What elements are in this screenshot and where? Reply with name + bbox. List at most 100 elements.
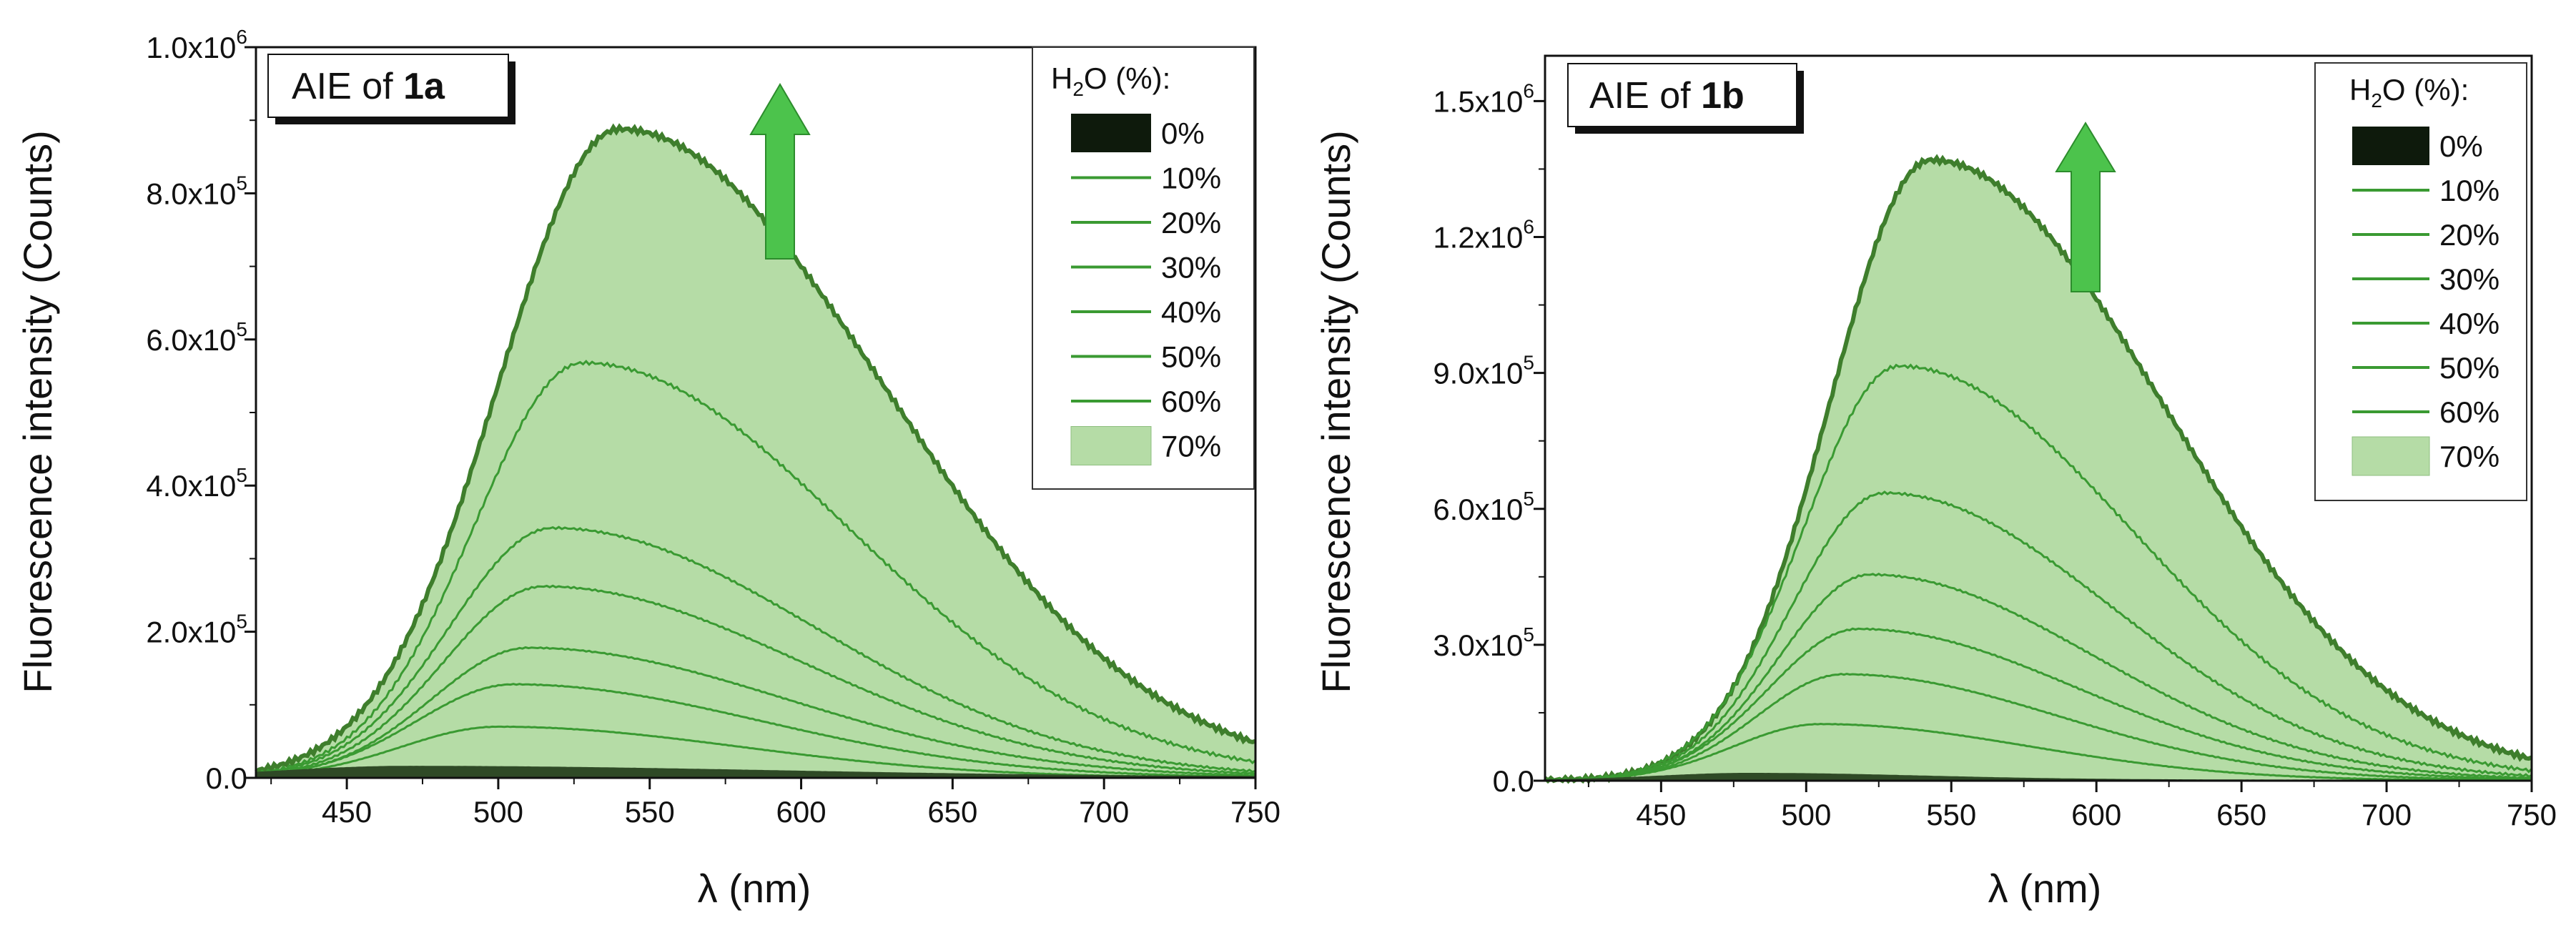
legend-label: 20%: [2439, 218, 2499, 252]
title-box: AIE of 1b: [1567, 63, 1804, 134]
y-tick-label: 2.0x105: [146, 611, 247, 649]
y-tick-label: 0.0: [1493, 764, 1534, 798]
legend-item: 70%: [1070, 426, 1221, 465]
legend: H2O (%): 0% 10% 20% 30% 40% 50% 60% 70%: [2314, 62, 2527, 501]
y-tick-label: 4.0x105: [146, 464, 247, 503]
y-tick-label: 1.0x106: [146, 26, 247, 64]
series-line-30: [1544, 627, 2532, 782]
x-tick-label: 700: [1079, 795, 1129, 829]
y-axis-label: Fluorescence intensity (Counts): [15, 130, 60, 693]
x-tick-label: 750: [1230, 795, 1280, 829]
x-axis-label: λ (nm): [698, 866, 811, 911]
series-line-50: [255, 525, 1256, 776]
axes-ticks: 450 500 550 600 650 700 750 0.0 3.0x105 6.0x105 9.…: [1433, 79, 2557, 831]
series-line-20: [1544, 672, 2532, 782]
plot-frame: [1544, 54, 2533, 782]
legend-swatch: [1071, 114, 1151, 152]
x-axis-label-symbol: λ: [698, 866, 718, 911]
compound-label: 1b: [1701, 75, 1745, 117]
legend-entries: 0% 10% 20% 30% 40% 50% 60% 70%: [1070, 114, 1221, 465]
legend-label: 60%: [1161, 385, 1221, 418]
series-line-60: [1544, 363, 2533, 783]
legend-item: 20%: [2352, 218, 2499, 252]
series-line-40: [1544, 572, 2532, 782]
series-line-10: [1544, 722, 2532, 782]
y-tick-label: 3.0x105: [1433, 623, 1534, 662]
legend-title: H2O (%):: [2349, 73, 2469, 112]
legend-title: H2O (%):: [1051, 61, 1170, 100]
x-axis-label-unit: (nm): [729, 866, 811, 911]
legend-swatch: [2352, 127, 2429, 165]
legend-label: 50%: [2439, 351, 2499, 385]
y-tick-label: 6.0x105: [146, 318, 247, 357]
y-tick-label: 0.0: [206, 761, 247, 795]
legend-item: 70%: [2352, 436, 2499, 476]
legend-item: 10%: [2352, 174, 2499, 207]
legend-item: 50%: [1071, 340, 1221, 374]
legend-item: 0%: [2352, 127, 2483, 165]
legend-label: 0%: [2439, 129, 2483, 163]
chart-title-prefix: AIE of: [292, 66, 403, 107]
series-line-30: [255, 646, 1256, 777]
x-tick-label: 550: [1926, 798, 1976, 831]
x-tick-label: 450: [322, 795, 372, 829]
plot-area: [255, 123, 1257, 779]
x-tick-label: 500: [1781, 798, 1831, 831]
y-tick-label: 9.0x105: [1433, 352, 1534, 390]
legend-label: 20%: [1161, 206, 1221, 240]
y-tick-label: 6.0x105: [1433, 488, 1534, 526]
chart-title: AIE of 1a: [292, 66, 445, 107]
legend-item: 60%: [1071, 385, 1221, 418]
legend-label: 40%: [1161, 295, 1221, 329]
series-line-0: [255, 766, 1257, 779]
axes-ticks: 450 500 550 600 650 700 750 0.0 2.0x105 4.0x105 6.…: [146, 26, 1280, 829]
series-line-70: [1543, 154, 2533, 785]
compound-label: 1a: [403, 66, 445, 107]
chart-title: AIE of 1b: [1589, 75, 1745, 117]
x-tick-label: 450: [1636, 798, 1686, 831]
y-tick-label: 1.5x106: [1433, 79, 1534, 118]
legend-label: 70%: [2439, 440, 2499, 473]
series-70-fill: [1545, 157, 2532, 781]
legend-label: 0%: [1161, 117, 1205, 150]
legend-item: 50%: [2352, 351, 2499, 385]
chart-title-prefix: AIE of: [1589, 75, 1701, 117]
series-70-fill: [256, 127, 1255, 778]
x-tick-label: 650: [927, 795, 977, 829]
series-line-60: [255, 360, 1257, 776]
legend-entries: 0% 10% 20% 30% 40% 50% 60% 70%: [2352, 127, 2499, 476]
series-line-50: [1544, 490, 2532, 782]
legend-label: 30%: [1161, 251, 1221, 285]
title-box: AIE of 1a: [267, 54, 515, 124]
x-axis-label-unit: (nm): [2019, 866, 2101, 911]
x-tick-label: 500: [473, 795, 523, 829]
y-tick-label: 8.0x105: [146, 172, 247, 210]
legend-item: 60%: [2352, 395, 2499, 429]
legend-swatch: [2352, 436, 2430, 476]
chart-panel-1b: Fluorescence intensity (Counts) λ (nm) 4…: [1313, 54, 2557, 911]
legend-item: 30%: [2352, 262, 2499, 296]
y-tick-label: 1.2x106: [1433, 216, 1534, 255]
series-line-70: [255, 123, 1256, 774]
x-tick-label: 600: [776, 795, 826, 829]
legend-label: 50%: [1161, 340, 1221, 374]
increase-arrow-icon: [2055, 122, 2116, 292]
legend-label: 30%: [2439, 262, 2499, 296]
title-box-face: [267, 54, 509, 118]
x-tick-label: 700: [2362, 798, 2412, 831]
x-tick-label: 750: [2507, 798, 2557, 831]
y-axis-label: Fluorescence intensity (Counts): [1313, 130, 1358, 693]
legend-item: 40%: [2352, 307, 2499, 340]
legend-label: 10%: [2439, 174, 2499, 207]
legend-swatch: [1070, 426, 1152, 465]
legend-item: 10%: [1071, 162, 1221, 195]
series-line-40: [255, 584, 1256, 776]
x-tick-label: 550: [625, 795, 675, 829]
legend-label: 40%: [2439, 307, 2499, 340]
x-axis-label-symbol: λ: [1988, 866, 2008, 911]
legend-label: 60%: [2439, 395, 2499, 429]
title-box-face: [1567, 63, 1797, 127]
plot-area: [1543, 154, 2533, 785]
legend-item: 30%: [1071, 251, 1221, 285]
